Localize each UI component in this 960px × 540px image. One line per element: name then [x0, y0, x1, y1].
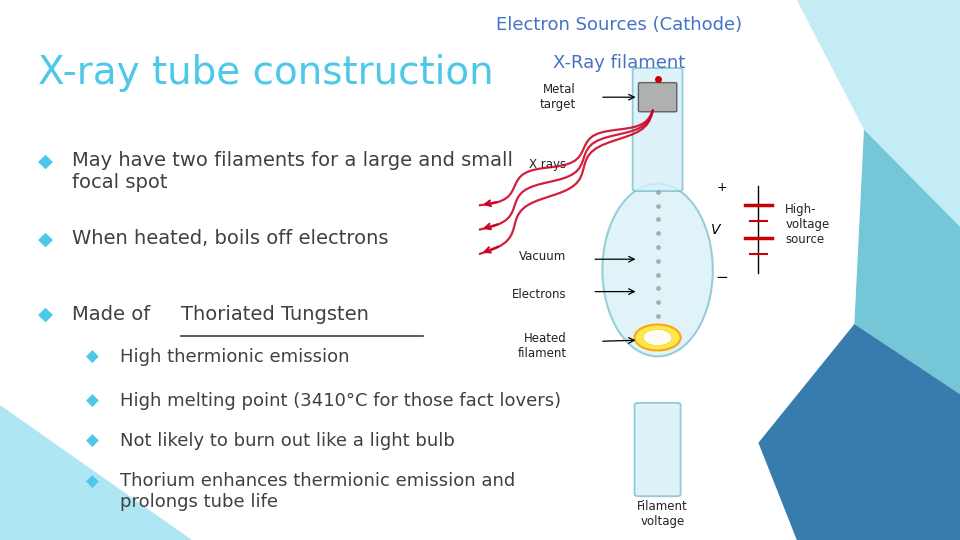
Ellipse shape [643, 329, 672, 346]
Text: X-Ray filament: X-Ray filament [553, 54, 685, 72]
Text: ◆: ◆ [86, 348, 99, 366]
Text: High thermionic emission: High thermionic emission [120, 348, 349, 366]
Text: High-
voltage
source: High- voltage source [785, 202, 829, 246]
Text: ◆: ◆ [86, 472, 99, 490]
Text: Electrons: Electrons [512, 288, 566, 301]
Text: −: − [715, 270, 729, 285]
Text: High melting point (3410°C for those fact lovers): High melting point (3410°C for those fac… [120, 392, 562, 409]
Polygon shape [854, 130, 960, 394]
Ellipse shape [635, 325, 681, 350]
FancyBboxPatch shape [635, 403, 681, 496]
Text: ◆: ◆ [38, 230, 54, 248]
Text: When heated, boils off electrons: When heated, boils off electrons [72, 230, 389, 248]
Text: Electron Sources (Cathode): Electron Sources (Cathode) [496, 16, 742, 34]
Text: V: V [710, 222, 720, 237]
Text: Filament
voltage: Filament voltage [637, 500, 687, 528]
FancyBboxPatch shape [638, 83, 677, 112]
Text: May have two filaments for a large and small
focal spot: May have two filaments for a large and s… [72, 151, 513, 192]
Text: X-ray tube construction: X-ray tube construction [38, 54, 494, 92]
Polygon shape [758, 324, 960, 540]
Text: X rays: X rays [529, 158, 566, 171]
Text: ◆: ◆ [86, 392, 99, 409]
Polygon shape [797, 0, 960, 227]
Text: Thorium enhances thermionic emission and
prolongs tube life: Thorium enhances thermionic emission and… [120, 472, 516, 511]
FancyBboxPatch shape [633, 68, 683, 191]
Text: ◆: ◆ [38, 305, 54, 324]
Text: Not likely to burn out like a light bulb: Not likely to burn out like a light bulb [120, 432, 455, 450]
Text: Made of: Made of [72, 305, 156, 324]
Text: Vacuum: Vacuum [519, 250, 566, 263]
Text: Heated
filament: Heated filament [517, 332, 566, 360]
Text: ◆: ◆ [38, 151, 54, 170]
Ellipse shape [603, 184, 712, 356]
Text: +: + [716, 181, 728, 194]
Polygon shape [0, 405, 192, 540]
Text: Thoriated Tungsten: Thoriated Tungsten [181, 305, 369, 324]
Text: Metal
target: Metal target [540, 83, 576, 111]
Text: ◆: ◆ [86, 432, 99, 450]
